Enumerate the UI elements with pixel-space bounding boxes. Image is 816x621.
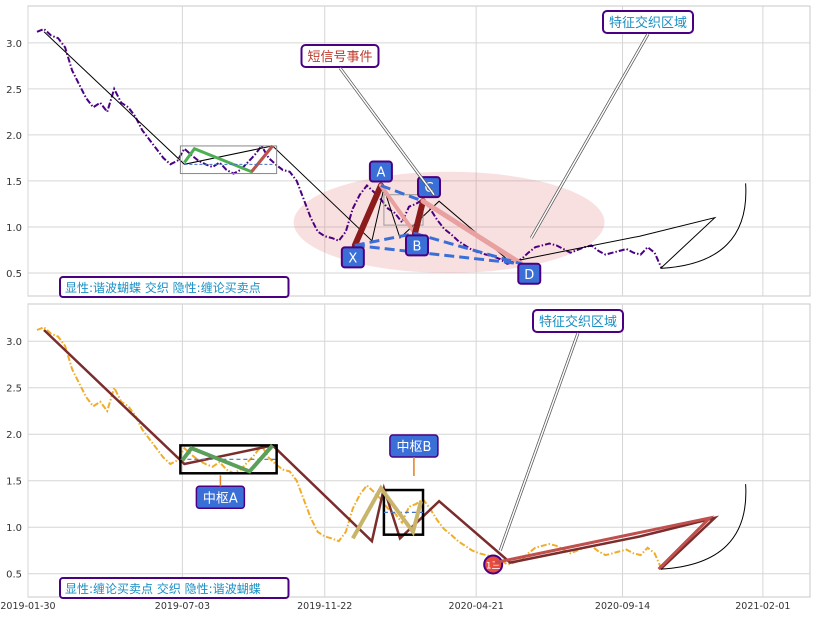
annotation-text: 特征交织区域 [539, 314, 617, 330]
annotation-arrow-inner [499, 332, 579, 551]
buy-point-label: 1三 [486, 561, 501, 571]
point-label: A [376, 166, 385, 181]
y-tick-label: 1.5 [6, 177, 22, 188]
x-tick-label: 2019-07-03 [155, 601, 210, 612]
annotation-text: 特征交织区域 [609, 15, 687, 31]
projection-arc [660, 484, 747, 570]
x-tick-label: 2019-11-22 [297, 601, 352, 612]
pivot-stroke [180, 444, 275, 474]
y-tick-label: 1.0 [6, 523, 22, 534]
pivot-label-text: 中枢B [396, 440, 431, 455]
footer-label-box [59, 577, 290, 599]
butterfly-connector [414, 231, 522, 266]
x-tick-label: 2019-01-30 [0, 601, 55, 612]
pivot-box [179, 145, 278, 175]
footer-label-text: 显性:缠论买卖点 交织 隐性:谐波蝴蝶 [65, 581, 261, 596]
y-tick-label: 2.0 [6, 430, 22, 441]
butterfly-point-D: D [517, 262, 542, 285]
price-series-line [36, 27, 663, 269]
y-tick-label: 2.0 [6, 131, 22, 142]
pivot-label-group: 中枢A [195, 475, 246, 510]
point-badge [517, 262, 542, 285]
butterfly-leg [411, 198, 427, 237]
butterfly-leg [420, 198, 524, 267]
footer-label-group: 显性:谐波蝴蝶 交织 隐性:缠论买卖点 [59, 276, 290, 298]
butterfly-connector [380, 184, 424, 203]
annotation-callout: 特征交织区域 [498, 309, 624, 551]
point-label: D [524, 268, 534, 283]
pivot-stroke [351, 484, 423, 540]
point-label: B [413, 239, 422, 254]
point-label: X [348, 251, 357, 266]
buy-point-marker [483, 554, 504, 575]
y-tick-label: 1.5 [6, 477, 22, 488]
annotation-callout: 短信号事件 [300, 44, 436, 196]
butterfly-point-B: B [404, 234, 429, 257]
point-badge [340, 246, 365, 269]
y-tick-label: 2.5 [6, 85, 22, 96]
projection-arc [660, 183, 747, 269]
pivot-stroke-red [250, 144, 274, 173]
y-tick-label: 0.5 [6, 570, 22, 581]
butterfly-point-A: A [368, 160, 393, 183]
x-tick-label: 2020-04-21 [449, 601, 504, 612]
y-tick-label: 0.5 [6, 269, 22, 280]
y-tick-label: 2.5 [6, 384, 22, 395]
y-tick-label: 1.0 [6, 223, 22, 234]
butterfly-leg [351, 182, 384, 249]
annotation-arrow-inner [339, 67, 435, 196]
annotation-text: 短信号事件 [307, 50, 372, 65]
y-tick-label: 3.0 [6, 337, 22, 348]
butterfly-connector [354, 231, 416, 247]
pivot-label-group: 中枢B [389, 434, 439, 477]
footer-label-group: 显性:缠论买卖点 交织 隐性:谐波蝴蝶 [59, 577, 290, 599]
x-tick-label: 2021-02-01 [735, 601, 790, 612]
annotation-arrow-inner [530, 33, 649, 239]
annotation-box [532, 309, 624, 333]
panel-bottom: 0.5 1.0 1.5 2.0 2.5 3.0 2019-01-30 2019-07-03 20… [0, 303, 811, 612]
annotation-box [300, 44, 380, 68]
pivot-label-text: 中枢A [203, 491, 238, 506]
point-badge [404, 234, 429, 257]
panel-top: 0.51.01.52.02.53.0XABCD短信号事件特征交织区域显性:谐波蝴… [6, 5, 811, 298]
footer-label-box [59, 276, 290, 298]
point-badge [368, 160, 393, 183]
stroke-segment-line [43, 31, 717, 269]
footer-label-text: 显性:谐波蝴蝶 交织 隐性:缠论买卖点 [65, 280, 261, 295]
stroke-segment-line [43, 329, 720, 571]
annotation-box [602, 10, 694, 34]
up-stroke [494, 515, 715, 571]
highlight-ellipse [293, 171, 605, 273]
annotation-callout: 特征交织区域 [529, 10, 694, 239]
x-tick-label: 2020-09-14 [595, 601, 650, 612]
butterfly-point-X: X [340, 246, 365, 269]
butterfly-connector [354, 243, 522, 266]
y-tick-label: 3.0 [6, 39, 22, 50]
butterfly-leg [378, 183, 417, 236]
